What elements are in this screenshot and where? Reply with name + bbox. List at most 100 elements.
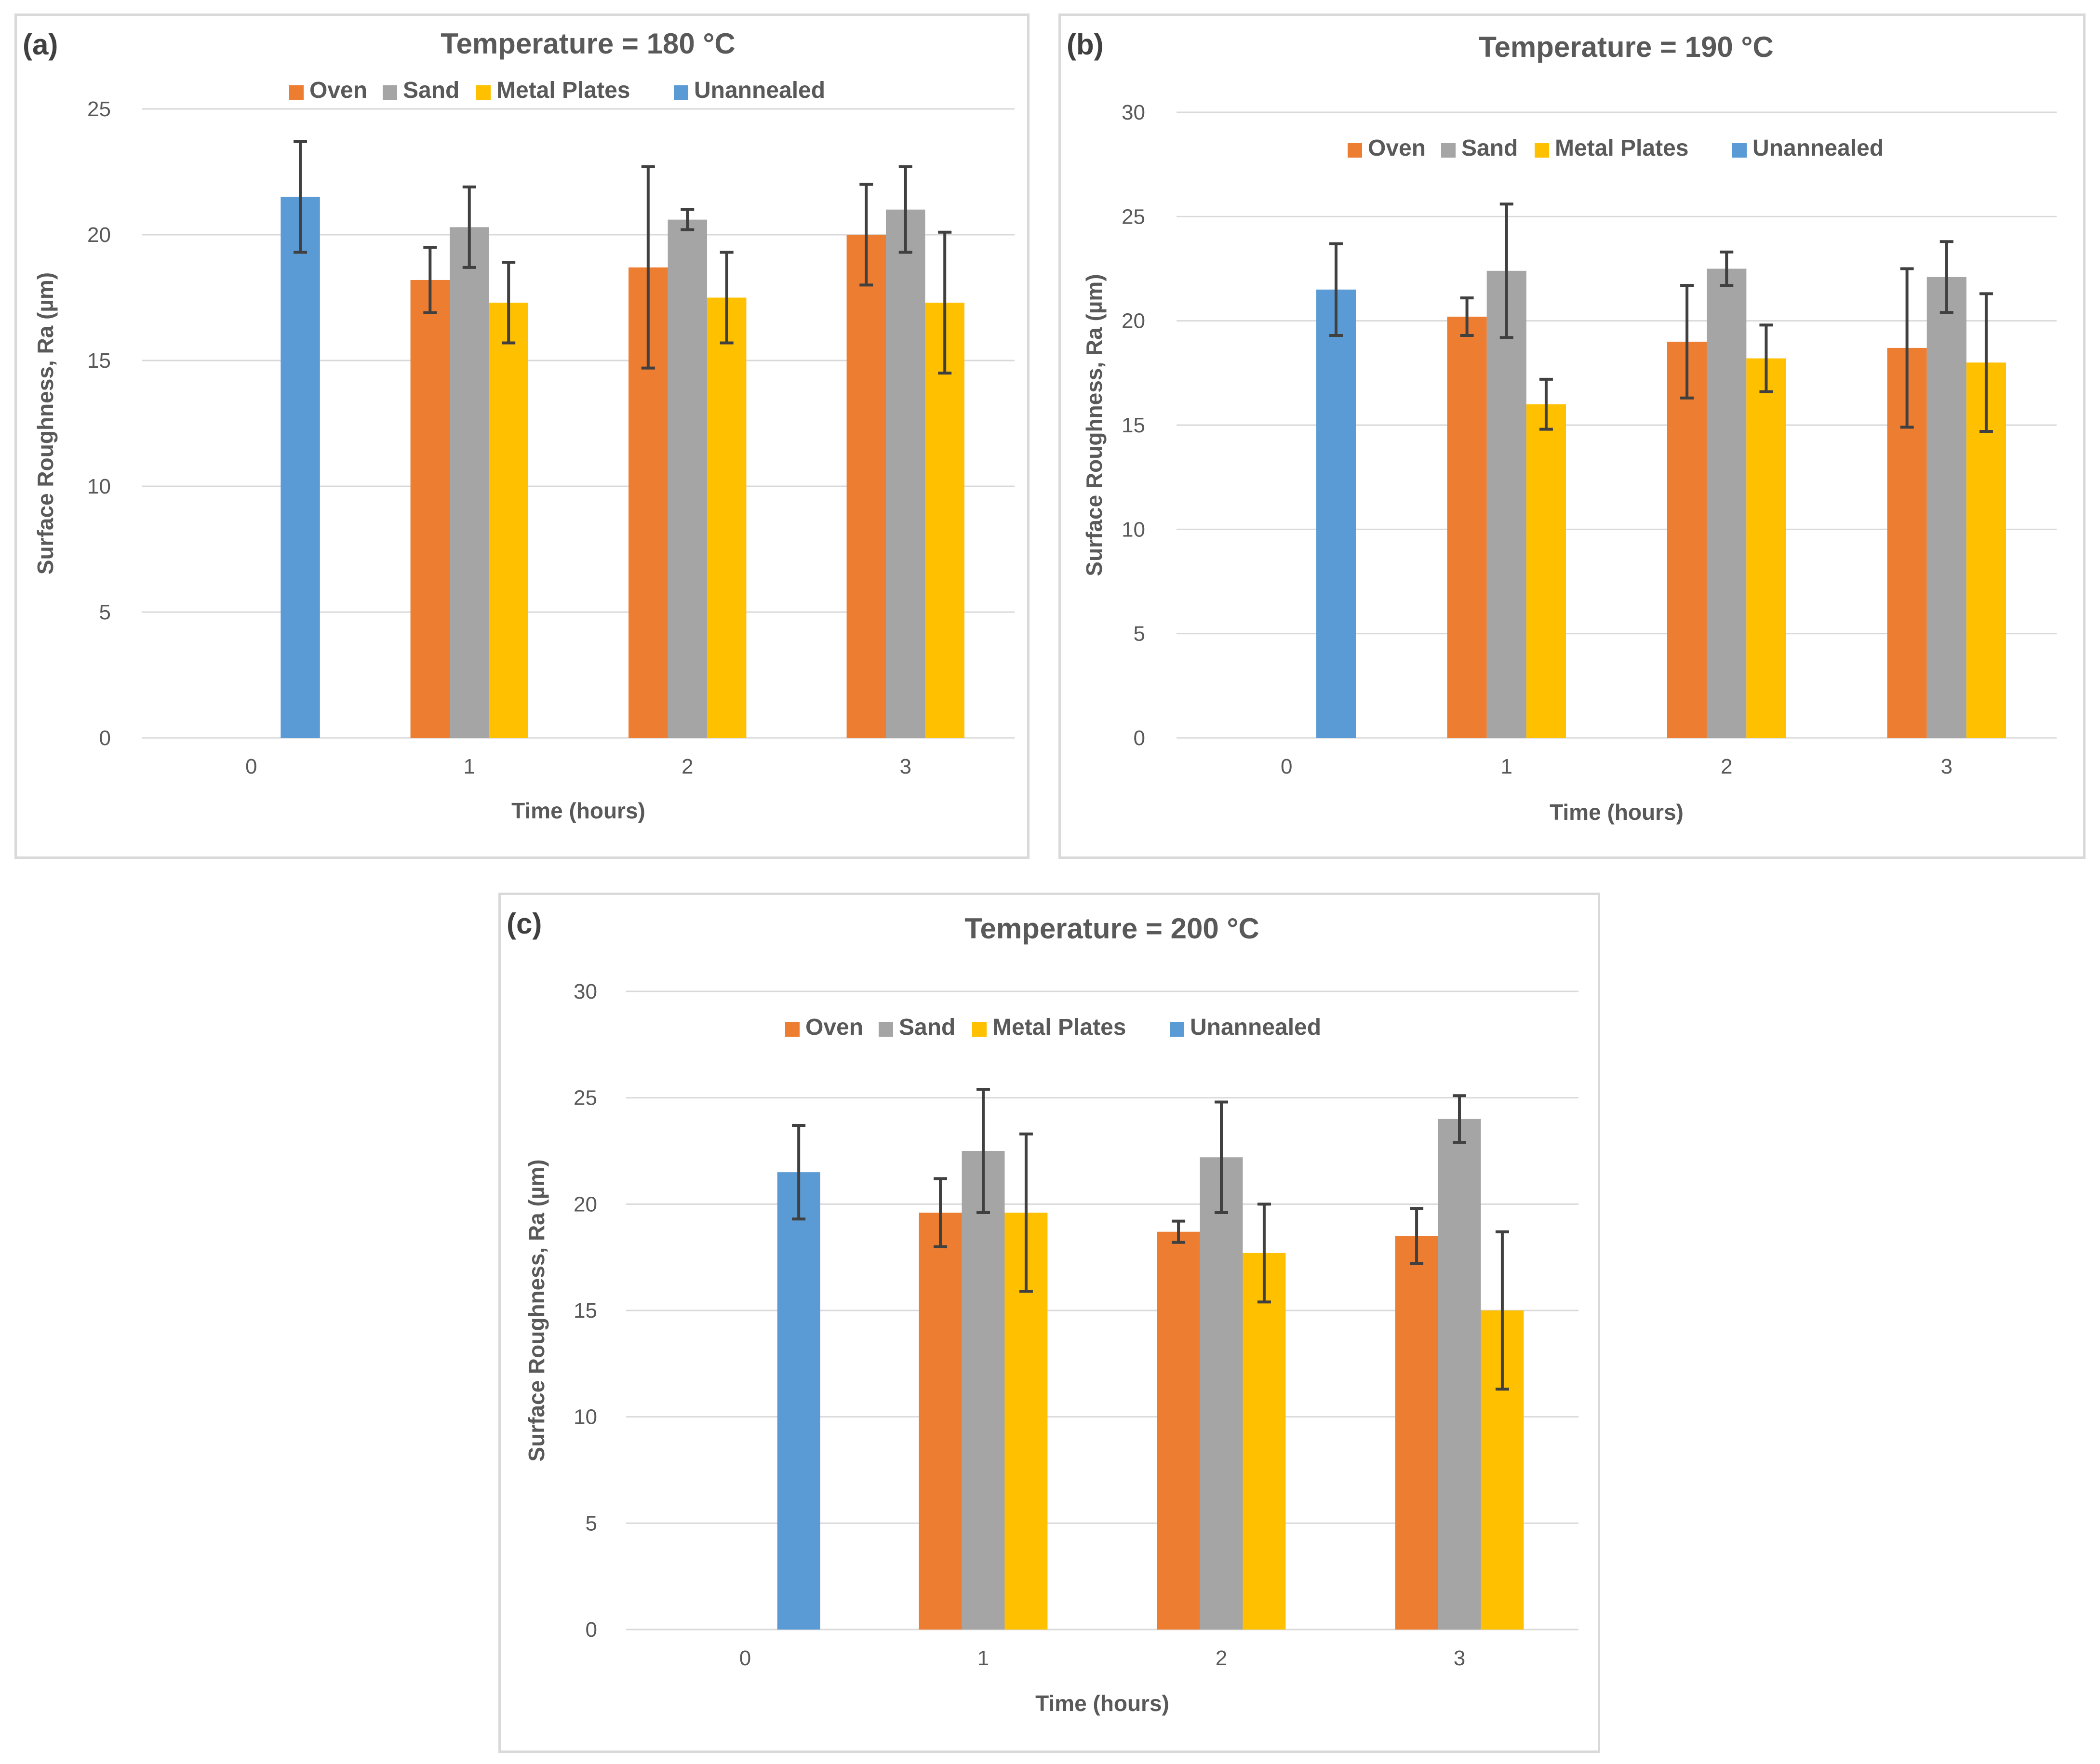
y-tick-label: 25 (1122, 205, 1145, 228)
bar-oven (1667, 341, 1707, 738)
bar-metal-plates (489, 302, 528, 738)
x-axis-title: Time (hours) (1550, 800, 1684, 825)
legend-label: Sand (1461, 135, 1518, 161)
chart-title: Temperature = 190 °C (1479, 31, 1773, 63)
y-tick-label: 10 (1122, 518, 1145, 541)
x-tick-label: 2 (682, 755, 693, 778)
bar-metal-plates (1243, 1253, 1286, 1630)
y-tick-label: 15 (574, 1299, 597, 1323)
x-tick-label: 2 (1216, 1646, 1227, 1670)
legend-label: Unannealed (694, 78, 825, 103)
y-tick-label: 5 (99, 601, 111, 624)
legend: Oven Sand Metal Plates Unannealed (785, 1015, 1321, 1040)
x-tick-label: 0 (739, 1646, 751, 1670)
legend-swatch (383, 85, 397, 100)
x-tick-label: 3 (1941, 755, 1953, 778)
bar-sand (450, 227, 489, 738)
chart-svg: (c) Temperature = 200 °C051015202530Surfa… (507, 908, 1578, 1716)
legend-swatch (1535, 143, 1549, 158)
legend-label: Metal Plates (496, 78, 630, 103)
legend-swatch (972, 1022, 987, 1037)
y-tick-label: 15 (1122, 414, 1145, 437)
bar-metal-plates (1526, 404, 1566, 738)
y-tick-label: 20 (1122, 309, 1145, 333)
legend-label: Metal Plates (992, 1015, 1126, 1040)
legend: Oven Sand Metal Plates Unannealed (1348, 135, 1884, 161)
legend-swatch (289, 85, 304, 100)
bar-sand (1200, 1157, 1243, 1630)
bar-unannealed (777, 1172, 820, 1630)
x-tick-label: 0 (1281, 755, 1292, 778)
chart-svg: (a) Temperature = 180 °C0510152025Surface… (23, 27, 1015, 823)
y-tick-label: 5 (1134, 622, 1145, 646)
panel-label: (b) (1067, 28, 1104, 61)
bar-oven (1447, 317, 1487, 738)
legend-label: Oven (309, 78, 367, 103)
legend-swatch (1732, 143, 1747, 158)
bar-unannealed (281, 197, 320, 738)
bar-sand (668, 219, 707, 738)
y-tick-label: 15 (87, 349, 111, 373)
bar-metal-plates (1746, 358, 1786, 738)
legend-swatch (476, 85, 491, 100)
chart-panel-c: (c) Temperature = 200 °C 0 5 10 15 20 25 30 Surfa… (498, 893, 1600, 1753)
x-axis-title: Time (hours) (1035, 1691, 1169, 1716)
panel-label: (c) (507, 908, 542, 940)
x-tick-label: 0 (245, 755, 257, 778)
bar-sand (1486, 270, 1526, 738)
y-axis-title: Surface Roughness, Ra (µm) (1082, 274, 1107, 576)
legend-swatch (674, 85, 688, 100)
x-tick-label: 1 (1501, 755, 1512, 778)
legend-label: Sand (403, 78, 459, 103)
bar-sand (1926, 277, 1966, 738)
legend-label: Unannealed (1190, 1015, 1321, 1040)
y-axis-title: Surface Roughness, Ra (µm) (524, 1159, 549, 1461)
bar-oven (410, 280, 450, 738)
legend-label: Sand (899, 1015, 955, 1040)
bar-sand (962, 1151, 1005, 1630)
panel-label: (a) (23, 28, 58, 61)
x-tick-label: 1 (977, 1646, 989, 1670)
y-tick-label: 20 (574, 1192, 597, 1216)
y-tick-label: 10 (87, 475, 111, 498)
legend: Oven Sand Metal Plates Unannealed (289, 78, 825, 103)
y-tick-label: 0 (1134, 726, 1145, 750)
y-tick-label: 0 (99, 726, 111, 750)
chart-title: Temperature = 200 °C (964, 912, 1259, 945)
bar-oven (919, 1212, 962, 1630)
y-tick-label: 0 (586, 1618, 597, 1642)
bar-sand (1438, 1119, 1481, 1630)
bar-oven (1395, 1236, 1438, 1630)
bar-metal-plates (925, 302, 964, 738)
x-tick-label: 1 (464, 755, 475, 778)
x-tick-label: 2 (1721, 755, 1732, 778)
y-tick-label: 25 (87, 97, 111, 121)
bar-sand (886, 209, 925, 738)
legend-label: Oven (805, 1015, 863, 1040)
y-tick-label: 30 (1122, 101, 1145, 124)
chart-panel-a: (a) Temperature = 180 °C 0 5 10 15 20 25 Surface… (14, 13, 1030, 859)
legend-swatch (1441, 143, 1456, 158)
y-axis-title: Surface Roughness, Ra (µm) (33, 272, 58, 575)
legend-label: Unannealed (1752, 135, 1884, 161)
bar-oven (1157, 1231, 1200, 1630)
y-tick-label: 30 (574, 980, 597, 1003)
y-tick-label: 20 (87, 223, 111, 247)
legend-swatch (879, 1022, 893, 1037)
x-tick-label: 3 (1454, 1646, 1465, 1670)
bar-oven (846, 235, 886, 738)
bar-metal-plates (707, 297, 747, 738)
y-tick-label: 25 (574, 1086, 597, 1110)
legend-label: Metal Plates (1555, 135, 1688, 161)
y-tick-label: 5 (586, 1511, 597, 1535)
bar-unannealed (1316, 289, 1356, 738)
chart-panel-b: (b) Temperature = 190 °C 0 5 10 15 20 25 30 Surfa… (1058, 13, 2086, 859)
legend-swatch (1348, 143, 1362, 158)
legend-label: Oven (1368, 135, 1426, 161)
legend-swatch (785, 1022, 800, 1037)
chart-title: Temperature = 180 °C (441, 27, 735, 60)
x-axis-title: Time (hours) (511, 798, 645, 823)
y-tick-label: 10 (574, 1405, 597, 1429)
x-tick-label: 3 (900, 755, 911, 778)
bar-sand (1707, 268, 1747, 738)
